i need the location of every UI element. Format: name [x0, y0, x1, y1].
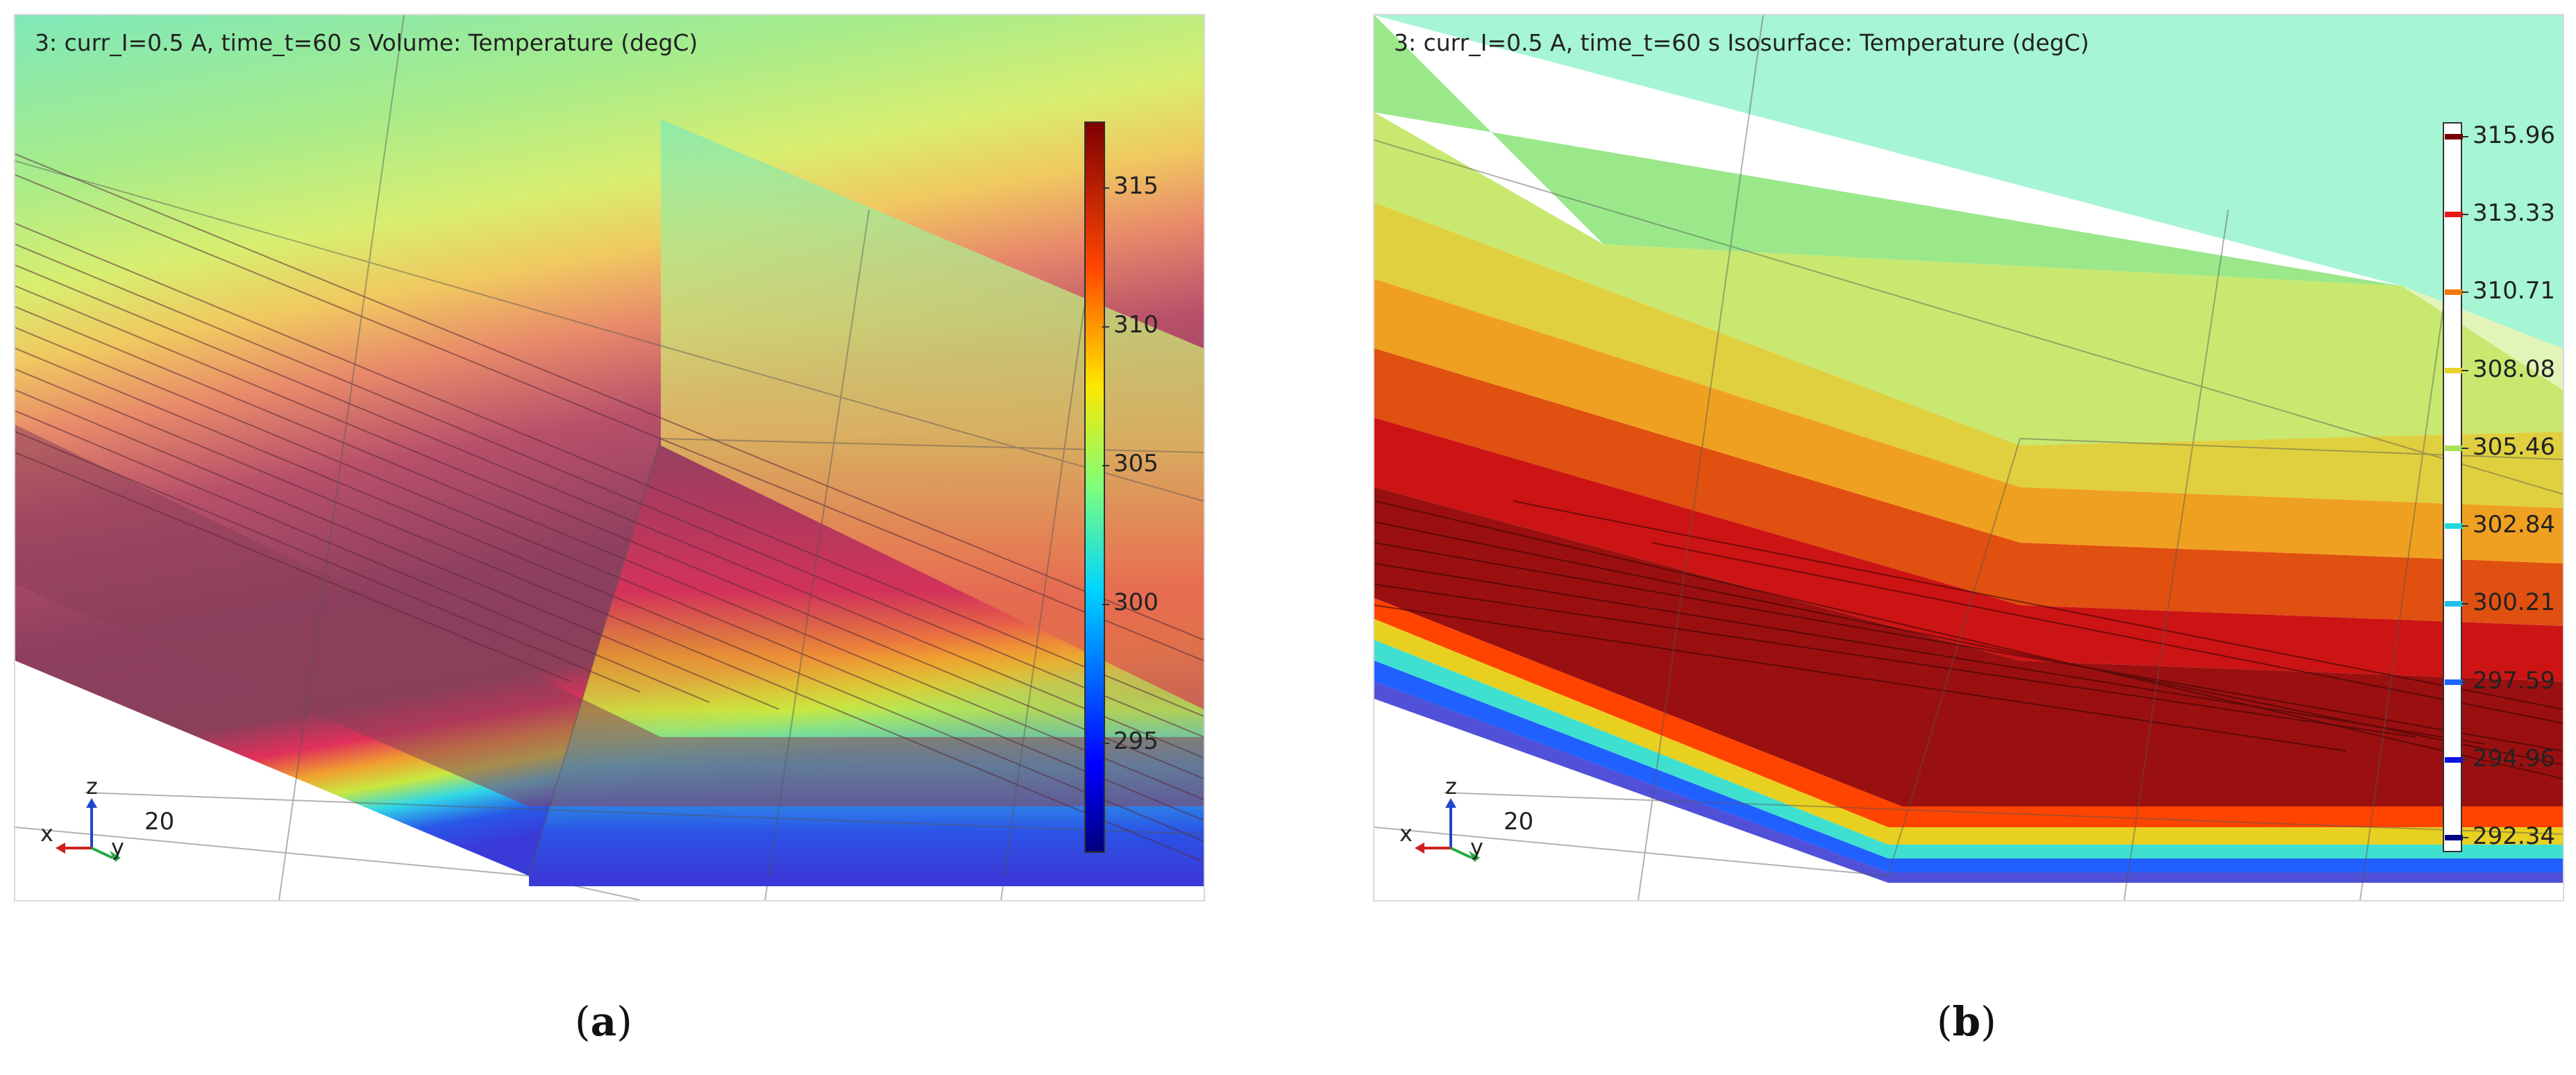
grid-lines — [1374, 15, 2563, 900]
axis-label-z: z — [1445, 773, 1457, 799]
colorbar — [1084, 121, 1105, 853]
legend-level-label: 300.21 — [2473, 589, 2555, 617]
isosurface-band — [1374, 112, 2563, 446]
tick-mark — [1102, 187, 1109, 189]
tick-label-295: 295 — [1113, 727, 1159, 755]
legend-level-swatch — [2445, 679, 2463, 685]
legend-level-swatch — [2445, 756, 2463, 763]
legend-level-swatch — [2445, 445, 2463, 451]
isosurface-render — [1374, 15, 2563, 900]
tick-mark — [2461, 681, 2468, 683]
legend-level-swatch — [2445, 835, 2463, 840]
isosurface-legend-box — [2443, 122, 2462, 852]
slab-bottom-edge — [529, 876, 1204, 886]
tick-label-300: 300 — [1113, 589, 1159, 616]
legend-level-swatch — [2445, 289, 2463, 296]
legend-level-label: 315.96 — [2473, 121, 2555, 149]
grid-lines — [15, 15, 1204, 900]
isosurface-band — [2402, 286, 2563, 390]
slab-right-region — [661, 119, 1204, 709]
tick-mark — [1102, 743, 1109, 744]
isosurface-band — [1374, 682, 2563, 883]
isosurface-band — [1374, 15, 2402, 286]
legend-level-label: 313.33 — [2473, 199, 2555, 228]
legend-level-label: 292.34 — [2473, 822, 2555, 850]
tick-mark — [2461, 214, 2468, 216]
isosurface-band — [1374, 15, 2563, 348]
axis-triad-icon — [1415, 798, 1480, 862]
tick-mark — [2461, 291, 2468, 294]
caption-a: (a) — [575, 998, 632, 1045]
legend-level-label: 305.46 — [2473, 432, 2555, 461]
tick-mark — [2461, 447, 2468, 449]
isosurface-band — [1374, 487, 2563, 806]
isosurface-band — [1374, 418, 2563, 682]
tick-mark — [2461, 369, 2468, 371]
legend-level-label: 308.08 — [2473, 355, 2555, 383]
axis-label-z: z — [86, 773, 98, 799]
tick-mark — [2461, 759, 2468, 761]
legend-level-label: 297.59 — [2473, 666, 2555, 695]
panel-a-volume-plot: 3: curr_I=0.5 A, time_t=60 s Volume: Tem… — [14, 14, 1205, 902]
scale-label: 20 — [144, 808, 175, 836]
legend-level-label: 294.96 — [2473, 744, 2555, 772]
axis-label-y: y — [111, 834, 124, 861]
plot-title: 3: curr_I=0.5 A, time_t=60 s Volume: Tem… — [35, 29, 698, 56]
panel-b-isosurface-plot: 3: curr_I=0.5 A, time_t=60 s Isosurface:… — [1373, 14, 2564, 902]
volume-render — [15, 15, 1204, 900]
tick-label-305: 305 — [1113, 450, 1159, 477]
isosurface-band — [1374, 598, 2563, 827]
isosurface-band — [1374, 619, 2563, 845]
legend-level-swatch — [2445, 367, 2463, 373]
axis-label-x: x — [1399, 820, 1413, 847]
caption-b: (b) — [1937, 998, 1996, 1045]
legend-level-swatch — [2445, 212, 2463, 218]
isosurface-band — [1374, 661, 2563, 872]
axis-label-y: y — [1470, 834, 1483, 861]
axis-triad-icon — [56, 798, 121, 862]
caption-a-letter: a — [590, 998, 617, 1045]
caption-b-letter: b — [1952, 998, 1981, 1045]
tick-mark — [2461, 136, 2468, 137]
tick-mark — [2461, 525, 2468, 527]
tick-mark — [1102, 326, 1109, 328]
tick-mark — [1102, 604, 1109, 605]
fin-lines — [15, 153, 1204, 863]
isosurface-band — [1374, 640, 2563, 858]
legend-level-label: 302.84 — [2473, 511, 2555, 539]
legend-level-swatch — [2445, 601, 2463, 607]
tick-label-315: 315 — [1113, 172, 1159, 200]
legend-level-label: 310.71 — [2473, 277, 2555, 305]
legend-level-swatch — [2445, 523, 2463, 530]
axis-label-x: x — [40, 820, 53, 847]
colorbar-gradient — [1086, 123, 1104, 852]
tick-mark — [2461, 603, 2468, 605]
tick-mark — [2461, 837, 2468, 838]
isosurface-band — [1374, 348, 2563, 626]
legend-level-swatch — [2445, 134, 2463, 139]
fin-lines — [1374, 500, 2563, 779]
tick-mark — [1102, 465, 1109, 466]
plot-title: 3: curr_I=0.5 A, time_t=60 s Isosurface:… — [1394, 29, 2089, 56]
scale-label: 20 — [1504, 808, 1534, 836]
hot-core-band — [15, 425, 1204, 806]
tick-label-310: 310 — [1113, 311, 1159, 339]
